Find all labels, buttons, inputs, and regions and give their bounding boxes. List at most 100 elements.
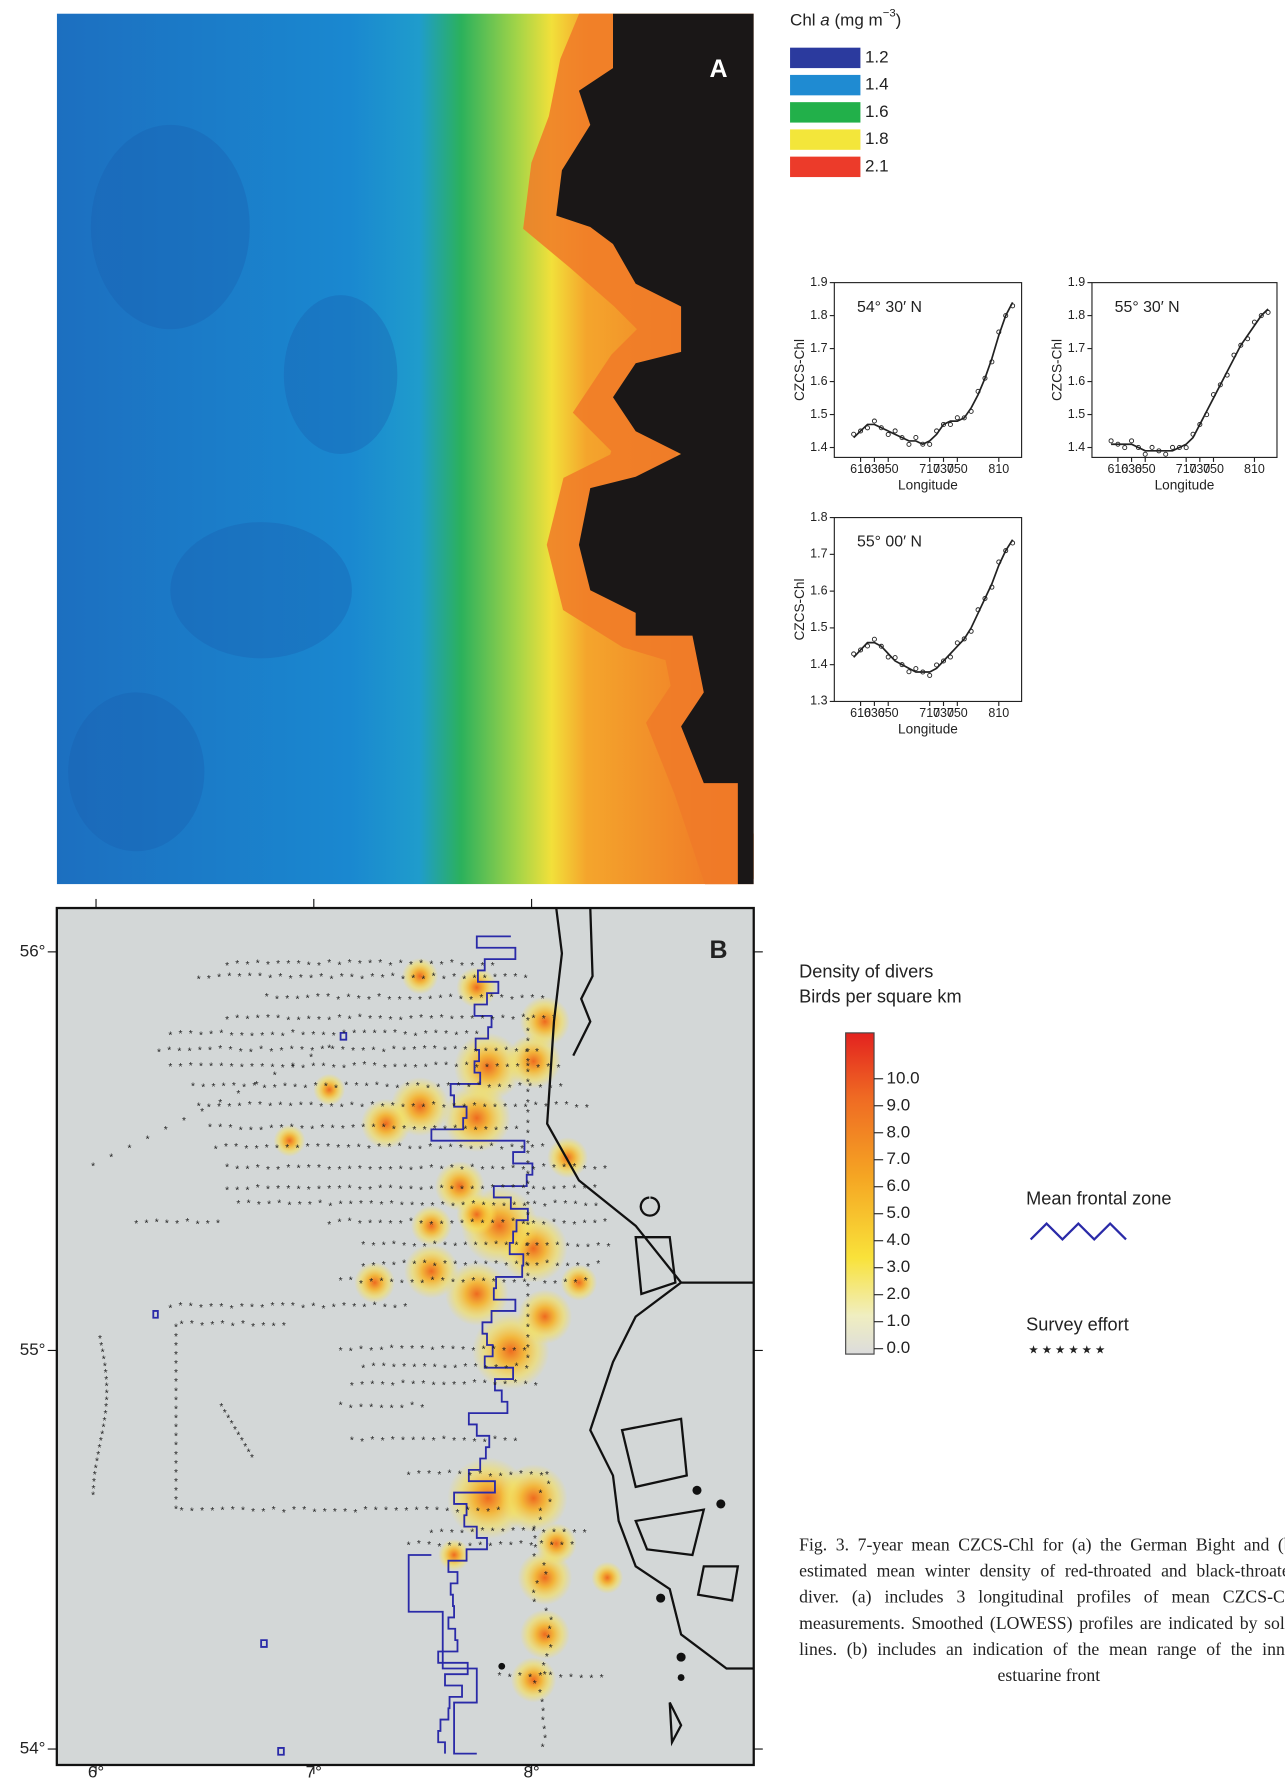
x-tick-label: 710: [1176, 462, 1197, 476]
survey-star: *: [524, 1103, 528, 1114]
survey-star: *: [221, 1319, 225, 1330]
point: [989, 584, 995, 590]
panel-label: A: [709, 55, 727, 83]
survey-star: *: [450, 1528, 454, 1539]
survey-star: *: [250, 1031, 254, 1042]
survey-star: *: [572, 1528, 576, 1539]
survey-star: *: [273, 1071, 277, 1082]
survey-star: *: [182, 1116, 186, 1127]
survey-star: *: [583, 1528, 587, 1539]
survey-star: *: [476, 1507, 480, 1518]
survey-star: *: [404, 1506, 408, 1517]
survey-star: *: [164, 1125, 168, 1136]
survey-star: *: [95, 1457, 99, 1468]
survey-star: *: [562, 1219, 566, 1230]
survey-star: *: [190, 1319, 194, 1330]
survey-star: *: [449, 1143, 453, 1154]
survey-star: *: [526, 1057, 530, 1068]
survey-star: *: [201, 1083, 205, 1094]
density-blob: [519, 1609, 570, 1660]
survey-star: *: [412, 1260, 416, 1271]
x-tick-label: 610: [1108, 462, 1129, 476]
point: [906, 669, 912, 675]
point: [899, 435, 905, 441]
survey-star: *: [462, 1436, 466, 1447]
survey-star: *: [461, 1278, 465, 1289]
survey-star: *: [392, 1125, 396, 1136]
sat-texture: [68, 124, 398, 852]
survey-star: *: [550, 1541, 554, 1552]
survey-star: *: [381, 1436, 385, 1447]
survey-star: *: [423, 1242, 427, 1253]
survey-star: *: [519, 1539, 523, 1550]
survey-star: *: [426, 1084, 430, 1095]
survey-star: *: [389, 961, 393, 972]
point: [927, 672, 933, 678]
survey-star: *: [526, 1078, 530, 1089]
survey-star: *: [519, 1469, 523, 1480]
survey-star: *: [480, 1165, 484, 1176]
survey-star: *: [418, 995, 422, 1006]
survey-star: *: [258, 1100, 262, 1111]
survey-star: *: [387, 995, 391, 1006]
survey-star: *: [361, 1240, 365, 1251]
y-tick-label: 1.7: [1068, 341, 1085, 355]
survey-star: *: [484, 1259, 488, 1270]
survey-star: *: [263, 1083, 267, 1094]
survey-star: *: [406, 1081, 410, 1092]
survey-star: *: [513, 1436, 517, 1447]
point: [1003, 548, 1009, 554]
point: [878, 425, 884, 431]
survey-star: *: [544, 1606, 548, 1617]
survey-star: *: [525, 1047, 529, 1058]
survey-star: *: [408, 1144, 412, 1155]
survey-star: *: [494, 1240, 498, 1251]
survey-star: *: [400, 1344, 404, 1355]
survey-star: *: [342, 1301, 346, 1312]
survey-star: *: [322, 1304, 326, 1315]
survey-star: *: [261, 1321, 265, 1332]
survey-star: *: [493, 1380, 497, 1391]
survey-star: *: [232, 1081, 236, 1092]
survey-star: *: [240, 1031, 244, 1042]
survey-star: *: [104, 1375, 108, 1386]
survey-star: *: [410, 1278, 414, 1289]
survey-star: *: [286, 959, 290, 970]
x-tick-label: 810: [1244, 462, 1265, 476]
survey-star: *: [503, 1436, 507, 1447]
y-axis-label: CZCS-Chl: [792, 339, 807, 401]
survey-star: *: [230, 1419, 234, 1430]
survey-star: *: [579, 1673, 583, 1684]
density-blob: [519, 996, 570, 1047]
survey-star: *: [300, 1045, 304, 1056]
y-tick-label: 1.7: [810, 547, 827, 561]
survey-star: *: [291, 1062, 295, 1073]
density-blob: [517, 1289, 573, 1344]
survey-star: *: [157, 1047, 161, 1058]
survey-star: *: [484, 1364, 488, 1375]
survey-star: *: [518, 1671, 522, 1682]
survey-star: *: [530, 993, 534, 1004]
survey-star: *: [316, 992, 320, 1003]
survey-star: *: [540, 1697, 544, 1708]
survey-star: *: [411, 1436, 415, 1447]
colorbar: [845, 1032, 875, 1355]
survey-star: *: [504, 1241, 508, 1252]
survey-star: *: [521, 1165, 525, 1176]
survey-star: *: [291, 1063, 295, 1074]
survey-star: *: [409, 1165, 413, 1176]
survey-star: *: [239, 1126, 243, 1137]
survey-star: *: [528, 1672, 532, 1683]
survey-star: *: [272, 1322, 276, 1333]
survey-star: *: [336, 1143, 340, 1154]
survey-star: *: [443, 1259, 447, 1270]
survey-star: *: [440, 1528, 444, 1539]
survey-star: *: [320, 1045, 324, 1056]
point: [1170, 444, 1176, 450]
survey-star: *: [361, 1046, 365, 1057]
survey-star: *: [494, 1363, 498, 1374]
survey-star: *: [235, 959, 239, 970]
survey-star: *: [208, 1123, 212, 1134]
survey-star: *: [478, 1540, 482, 1551]
survey-star: *: [444, 1029, 448, 1040]
